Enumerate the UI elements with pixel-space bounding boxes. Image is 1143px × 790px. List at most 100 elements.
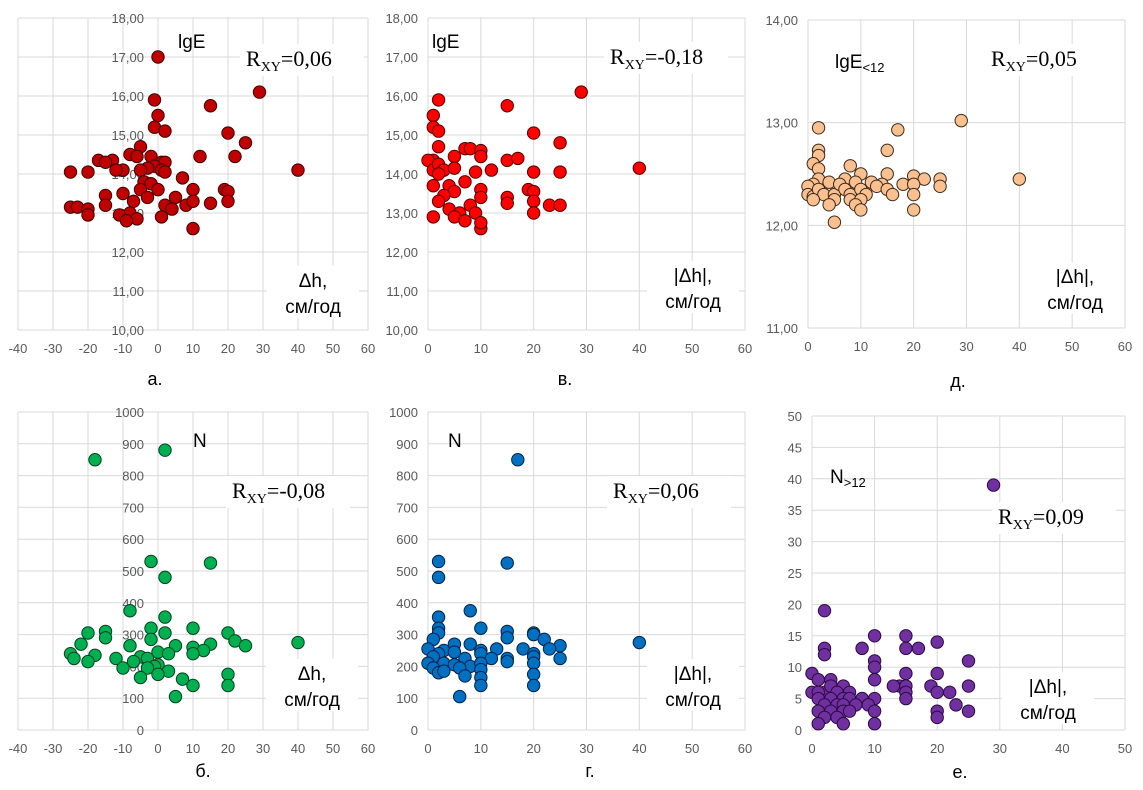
x-axis-label-line1: Δh, [298,664,327,685]
y-tick-label: 500 [396,564,418,579]
x-tick-label: 0 [154,741,161,756]
y-axis-label: N>12 [830,467,866,490]
data-point [880,143,894,158]
y-tick-label: 15,00 [385,128,418,143]
data-point [431,570,446,585]
data-point [458,175,472,189]
data-point [811,673,825,687]
data-point [165,202,179,216]
panel-letter: в. [558,369,573,389]
data-point [500,196,514,210]
data-point [930,666,944,681]
data-point [175,672,190,686]
data-point [949,698,963,712]
data-point [855,641,869,656]
data-point [140,190,155,205]
data-point [458,214,472,228]
data-point [986,478,1001,492]
data-point [186,194,200,209]
x-tick-label: 0 [804,339,811,354]
data-point [817,603,832,618]
x-tick-label: 0 [424,341,431,356]
data-point [1012,172,1027,186]
x-tick-label: 40 [291,341,305,356]
x-tick-label: 60 [1118,339,1132,354]
y-tick-label: 25 [788,566,802,581]
data-point [954,113,968,128]
y-tick-label: 10,00 [385,323,418,338]
data-point [917,172,931,186]
data-point [123,639,137,653]
data-point [899,691,913,706]
data-point [811,717,825,731]
x-tick-label: 20 [221,741,235,756]
x-tick-label: 60 [361,741,375,756]
data-point [474,149,488,164]
data-point [867,629,882,643]
y-tick-label: 1000 [115,405,144,420]
data-point [140,661,155,675]
correlation-label: RXY=-0,08 [232,478,325,507]
x-axis-label-line1: Δh, [299,271,328,292]
data-point [842,704,857,718]
chart-panel-g: 0 10 20 30 40 50 60010020030040050060070080090… [389,405,752,781]
y-axis-label: N [448,431,462,452]
x-tick-label: 60 [361,341,375,356]
x-tick-label: 40 [632,341,646,356]
correlation-label: RXY=-0,18 [610,44,703,73]
data-point [431,194,446,209]
data-point [511,453,525,467]
x-axis-label-line1: |Δh|, [674,266,712,287]
x-axis-label-line2: см/год [285,297,341,318]
data-point [158,570,172,585]
data-point [123,604,137,618]
x-axis-label-line2: см/год [1047,293,1103,314]
data-point [151,667,165,682]
data-point [827,215,842,229]
y-tick-label: 15,00 [111,128,144,143]
data-point [458,669,472,683]
x-label-bg [647,659,739,711]
x-tick-label: 30 [256,741,270,756]
data-point [238,136,253,150]
correlation-label: RXY=0,06 [246,46,332,75]
x-tick-label: 20 [221,341,235,356]
data-point [98,155,113,170]
y-tick-label: 14,00 [385,167,418,182]
data-point [144,621,158,635]
x-label-bg [1029,262,1121,314]
data-point [186,221,200,236]
data-point [158,443,172,457]
data-point [899,666,913,681]
data-point [67,651,81,666]
data-point [431,167,446,181]
data-point [168,689,183,704]
correlation-label: RXY=0,05 [991,46,1077,75]
data-point [63,165,78,179]
x-tick-label: 0 [808,741,815,756]
y-tick-label: 600 [122,532,144,547]
x-tick-label: 50 [685,741,699,756]
data-point [116,186,130,201]
y-tick-label: 800 [396,469,418,484]
x-tick-label: 30 [579,741,593,756]
y-tick-label: 700 [396,500,418,515]
y-tick-label: 12,00 [385,245,418,260]
data-point [147,93,162,107]
x-axis-label-line2: см/год [665,292,721,313]
y-tick-label: 13,00 [385,206,418,221]
correlation-label: RXY=0,09 [998,504,1084,533]
data-point [899,629,913,643]
y-tick-label: 11,00 [766,321,798,336]
data-point [203,556,218,570]
data-point [930,710,944,725]
y-tick-label: 17,00 [111,50,144,65]
data-point [526,678,541,693]
x-tick-label: 50 [1118,741,1132,756]
y-tick-label: 11,00 [386,284,418,299]
x-axis-label-line1: |Δh|, [674,664,712,685]
data-point [88,453,102,467]
data-point [238,639,253,653]
y-tick-label: 900 [396,437,418,452]
